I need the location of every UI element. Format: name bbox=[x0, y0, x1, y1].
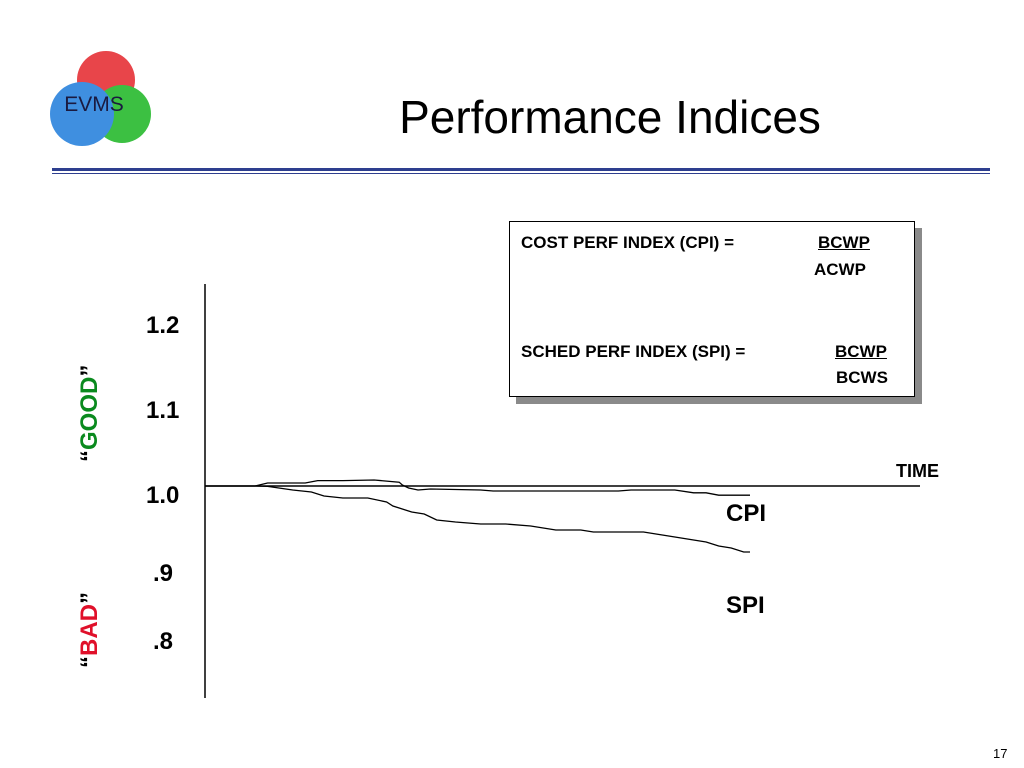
logo-blue-circle bbox=[50, 82, 114, 146]
series-line-spi bbox=[205, 485, 750, 553]
title-divider-thin bbox=[52, 173, 990, 174]
spi-denominator: BCWS bbox=[836, 368, 888, 387]
page-number: 17 bbox=[993, 746, 1008, 761]
evms-logo: EVMS bbox=[50, 51, 151, 146]
formula-box: COST PERF INDEX (CPI) = BCWP ACWP SCHED … bbox=[509, 221, 915, 397]
y-tick-label: .9 bbox=[153, 560, 174, 587]
logo-text: EVMS bbox=[64, 93, 124, 116]
series-label-spi: SPI bbox=[726, 592, 765, 619]
cpi-formula-label: COST PERF INDEX (CPI) = bbox=[521, 233, 734, 252]
x-axis-label: TIME bbox=[896, 461, 939, 481]
y-tick-label: 1.2 bbox=[146, 312, 180, 339]
y-tick-label: 1.0 bbox=[146, 482, 180, 509]
cpi-denominator: ACWP bbox=[814, 260, 866, 279]
spi-formula-label: SCHED PERF INDEX (SPI) = bbox=[521, 342, 746, 361]
series-line-cpi bbox=[205, 479, 750, 496]
slide-title: Performance Indices bbox=[399, 91, 821, 143]
cpi-numerator: BCWP bbox=[818, 233, 870, 252]
title-divider-thick bbox=[52, 168, 990, 171]
y-tick-label: .8 bbox=[153, 628, 174, 655]
y-tick-label: 1.1 bbox=[146, 397, 180, 424]
series-label-cpi: CPI bbox=[726, 500, 767, 527]
spi-numerator: BCWP bbox=[835, 342, 887, 361]
